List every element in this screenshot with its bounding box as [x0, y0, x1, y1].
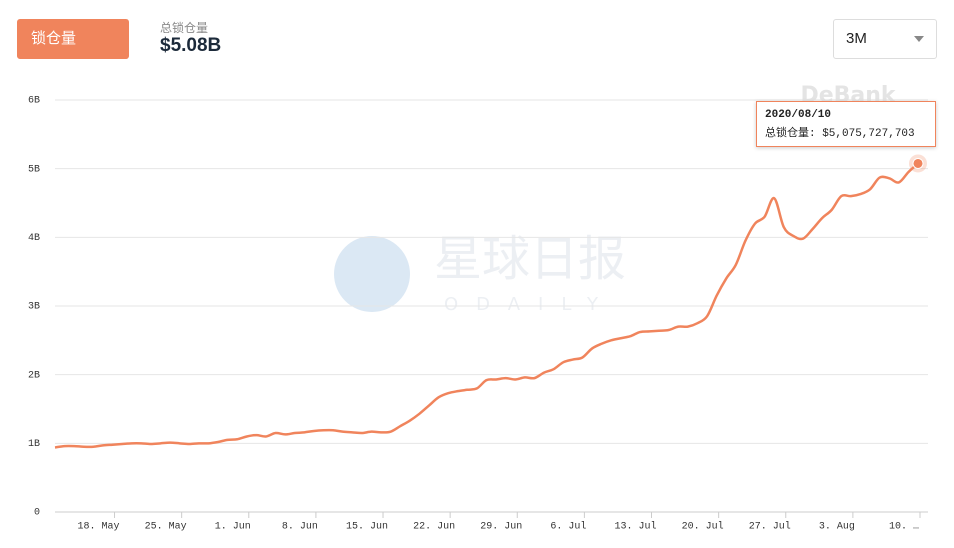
tooltip-title: 2020/08/10: [765, 109, 832, 121]
x-tick-label: 10. …: [889, 522, 919, 533]
x-tick-label: 27. Jul: [749, 521, 791, 533]
y-tick-label: 3B: [28, 302, 40, 313]
x-tick-label: 18. May: [78, 522, 120, 533]
y-tick-label: 4B: [28, 233, 40, 244]
x-tick-label: 1. Jun: [215, 522, 251, 533]
y-tick-label: 1B: [28, 439, 40, 450]
watermark-logo: [334, 236, 410, 312]
dropdown-arrow: [914, 36, 924, 42]
watermark: 星球日报: [434, 231, 626, 287]
x-tick-label: 15. Jun: [346, 522, 388, 533]
point: [912, 157, 924, 169]
tooltip-text: 总锁仓量: $5,075,727,703: [765, 128, 915, 140]
x-tick-label: 25. May: [145, 522, 187, 533]
y-tick-label: 5B: [28, 164, 40, 175]
y-tick-label: 6B: [28, 96, 40, 107]
tooltip: 2020/08/10 总锁仓量: $5,075,727,703: [756, 101, 936, 147]
metric-label: 总锁仓量: [160, 21, 209, 35]
x-tick-label: 22. Jun: [413, 522, 455, 533]
x-tick-label: 20. Jul: [682, 521, 724, 533]
range-select[interactable]: 3M: [833, 19, 937, 59]
line: [54, 162, 919, 449]
x-tick-label: 29. Jun: [480, 522, 522, 533]
metric-button[interactable]: 锁仓量: [17, 19, 129, 59]
y-tick-label: 2B: [28, 370, 40, 381]
metric-value: $5.08B: [160, 35, 222, 56]
y-tick-label: 0: [34, 508, 40, 519]
x-tick-label: 13. Jul: [615, 521, 657, 533]
x-tick-label: 8. Jun: [282, 522, 318, 533]
range-value: 3M: [846, 30, 867, 47]
x-tick-label: 6. Jul: [550, 521, 586, 533]
x-tick-label: 3. Aug: [819, 522, 855, 533]
watermark: ODAILY: [444, 294, 616, 315]
